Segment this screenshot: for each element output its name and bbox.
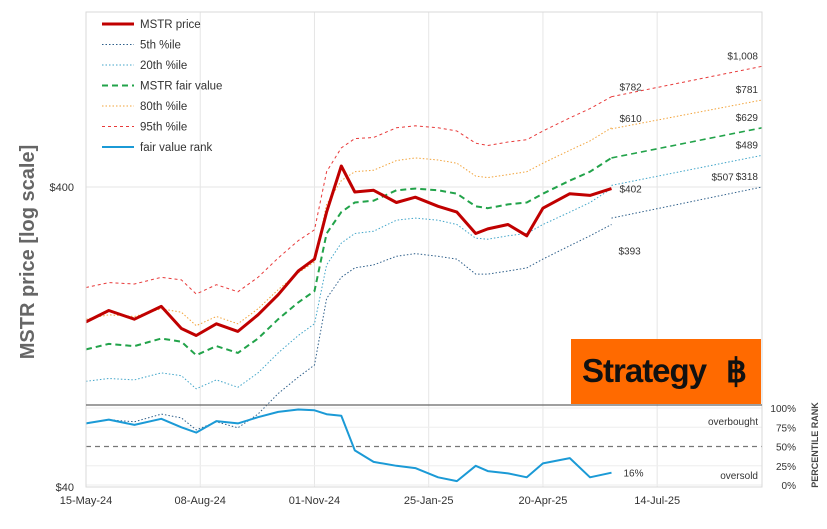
x-tick-label: 20-Apr-25 xyxy=(518,495,567,507)
logo-bitcoin-symbol: ฿ xyxy=(726,352,746,389)
projection-95th-ile xyxy=(611,65,763,98)
legend-entry-label: 80th %ile xyxy=(140,101,187,113)
legend-entry-label: 20th %ile xyxy=(140,60,187,72)
percentile-axis-title: PERCENTILE RANK xyxy=(810,402,820,488)
series-5th-ile xyxy=(85,224,612,431)
legend-entry-label: 5th %ile xyxy=(140,40,181,52)
projection-label: $629 xyxy=(736,113,759,124)
x-tick-label: 14-Jul-25 xyxy=(634,495,680,507)
series-95th-ile xyxy=(85,96,612,295)
legend-entry-label: 95th %ile xyxy=(140,122,187,134)
rank-tick-label: 75% xyxy=(776,423,796,434)
overbought-label: overbought xyxy=(708,417,758,428)
projection-5th-ile xyxy=(611,186,763,219)
rank-tick-label: 0% xyxy=(782,481,797,492)
projection-label: $781 xyxy=(736,85,759,96)
series-fair-value-rank xyxy=(85,408,612,483)
projection-label: $318 xyxy=(736,172,759,183)
current-rank-label: 16% xyxy=(623,469,643,480)
rank-tick-label: 50% xyxy=(776,443,796,454)
x-tick-label: 08-Aug-24 xyxy=(175,495,226,507)
value-labels: $318 $489 $629 $781 $1,008 $782 $610 $402 $507 $3… xyxy=(618,51,758,257)
x-tick-label: 01-Nov-24 xyxy=(289,495,340,507)
strategy-logo: Strategy ฿ xyxy=(571,339,761,404)
projection-label: $1,008 xyxy=(727,51,758,62)
y-axis-label: MSTR price [log scale] xyxy=(17,145,39,360)
projection-20th-ile xyxy=(611,154,763,186)
oversold-label: oversold xyxy=(720,471,758,482)
rank-tick-label: 100% xyxy=(770,404,796,415)
y-tick-label: $400 xyxy=(50,182,74,194)
end-value-label: $782 xyxy=(619,83,642,94)
projection-mstr-fair-value xyxy=(611,127,763,159)
series-mstr-price xyxy=(85,164,612,337)
end-value-label: $393 xyxy=(618,246,641,257)
end-value-label: $402 xyxy=(619,185,642,196)
rank-panel: overbought oversold 16% 100% 75% 50% 25% 0% xyxy=(85,404,797,492)
logo-background xyxy=(571,339,761,404)
end-value-label: $507 xyxy=(711,173,734,184)
series-layer xyxy=(85,65,763,431)
plot-frame xyxy=(85,11,763,488)
legend-entry-label: MSTR fair value xyxy=(140,81,222,93)
projection-80th-ile xyxy=(611,99,763,130)
x-tick-label: 25-Jan-25 xyxy=(404,495,454,507)
legend: MSTR price 5th %ile 20th %ile MSTR fair val… xyxy=(102,19,222,154)
logo-text: Strategy xyxy=(582,352,708,389)
series-80th-ile xyxy=(85,127,612,327)
end-value-label: $610 xyxy=(619,114,642,125)
grid xyxy=(85,12,762,487)
y-tick-label: $40 xyxy=(56,482,74,494)
series-mstr-fair-value xyxy=(85,157,613,357)
legend-entry-label: MSTR price xyxy=(140,19,201,31)
rank-tick-label: 25% xyxy=(776,462,796,473)
x-tick-label: 15-May-24 xyxy=(60,495,113,507)
projection-label: $489 xyxy=(736,140,759,151)
legend-entry-label: fair value rank xyxy=(140,142,212,154)
